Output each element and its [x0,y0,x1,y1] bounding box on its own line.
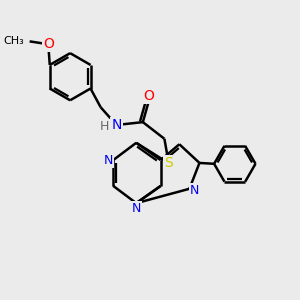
Text: H: H [100,120,109,133]
Text: N: N [132,202,141,215]
Text: CH₃: CH₃ [3,36,24,46]
Text: S: S [164,156,173,170]
Text: N: N [190,184,199,197]
Text: N: N [111,118,122,132]
Text: N: N [103,154,113,166]
Text: O: O [43,37,54,51]
Text: O: O [144,89,154,103]
